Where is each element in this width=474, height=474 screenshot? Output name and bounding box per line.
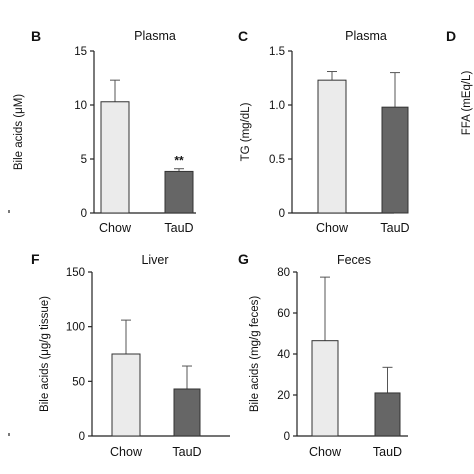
panel-f-y-tick-label: 150 bbox=[66, 267, 85, 279]
panel-g-bar-taud bbox=[374, 392, 401, 437]
panel-f-category-label-taud: TauD bbox=[172, 445, 201, 459]
panel-g-bar-chow bbox=[311, 340, 339, 437]
panel-c-y-tick-label: 0.5 bbox=[269, 154, 285, 166]
panel-b-bar-taud bbox=[164, 170, 194, 214]
panel-b: B Plasma Bile acids (μM) 0 5 10 15 Chow ** TauD bbox=[13, 28, 196, 235]
panel-b-y-tick-label: 10 bbox=[74, 100, 87, 112]
panel-b-y-tick-label: 5 bbox=[81, 154, 87, 166]
panel-b-letter: B bbox=[31, 28, 41, 44]
panel-b-y-tick-label: 15 bbox=[74, 46, 87, 58]
panel-f-y-tick-label: 0 bbox=[79, 431, 85, 443]
panel-g-y-tick-label: 60 bbox=[277, 308, 290, 320]
panel-letter-d: D bbox=[446, 28, 456, 44]
panel-f-bar-chow bbox=[111, 353, 141, 437]
panel-b-category-label-chow: Chow bbox=[99, 221, 132, 235]
panel-g-y-tick-label: 80 bbox=[277, 267, 290, 279]
panel-f-y-axis-label: Bile acids (μg/g tissue) bbox=[39, 296, 51, 412]
panel-f-letter: F bbox=[31, 251, 40, 267]
panel-c-y-tick-label: 0 bbox=[279, 208, 285, 220]
panel-c-y-axis-label: TG (mg/dL) bbox=[240, 102, 252, 161]
panel-c-letter: C bbox=[238, 28, 248, 44]
panel-c-bar-chow bbox=[317, 79, 347, 214]
panel-f: F Liver Bile acids (μg/g tissue) 0 50 100 150 C… bbox=[31, 251, 230, 459]
panel-g-category-label-chow: Chow bbox=[309, 445, 342, 459]
panel-f-bar-taud bbox=[173, 388, 201, 437]
panel-b-y-axis-label: Bile acids (μM) bbox=[13, 94, 25, 170]
panel-g-letter: G bbox=[238, 251, 249, 267]
panel-g-y-tick-label: 40 bbox=[277, 349, 290, 361]
panel-c-y-tick-label: 1.5 bbox=[269, 46, 285, 58]
panel-f-y-tick-label: 50 bbox=[72, 376, 85, 388]
panel-c: C Plasma TG (mg/dL) 0 0.5 1.0 1.5 Chow TauD bbox=[238, 28, 410, 235]
panel-b-y-tick-label: 0 bbox=[81, 208, 87, 220]
panel-f-y-tick-label: 100 bbox=[66, 322, 85, 334]
panel-g-y-tick-label: 20 bbox=[277, 390, 290, 402]
panel-b-significance-taud: ** bbox=[174, 154, 184, 168]
panel-c-y-tick-label: 1.0 bbox=[269, 100, 285, 112]
panel-g-y-tick-label: 0 bbox=[284, 431, 290, 443]
panel-d-ylabel: FFA (mEq/L) bbox=[461, 71, 473, 136]
panel-c-bar-taud bbox=[381, 106, 409, 214]
panel-g: G Feces Bile acids (mg/g feces) 0 20 40 60 80 Ch… bbox=[238, 251, 408, 459]
panel-b-title: Plasma bbox=[134, 29, 176, 43]
panel-g-category-label-taud: TauD bbox=[373, 445, 402, 459]
panel-c-category-label-taud: TauD bbox=[380, 221, 409, 235]
panel-f-title: Liver bbox=[141, 253, 168, 267]
panel-g-title: Feces bbox=[337, 253, 371, 267]
panel-c-category-label-chow: Chow bbox=[316, 221, 349, 235]
panel-g-y-axis-label: Bile acids (mg/g feces) bbox=[249, 296, 261, 412]
panel-b-bar-chow bbox=[100, 101, 130, 214]
panel-c-title: Plasma bbox=[345, 29, 387, 43]
panel-f-category-label-chow: Chow bbox=[110, 445, 143, 459]
panel-b-category-label-taud: TauD bbox=[164, 221, 193, 235]
